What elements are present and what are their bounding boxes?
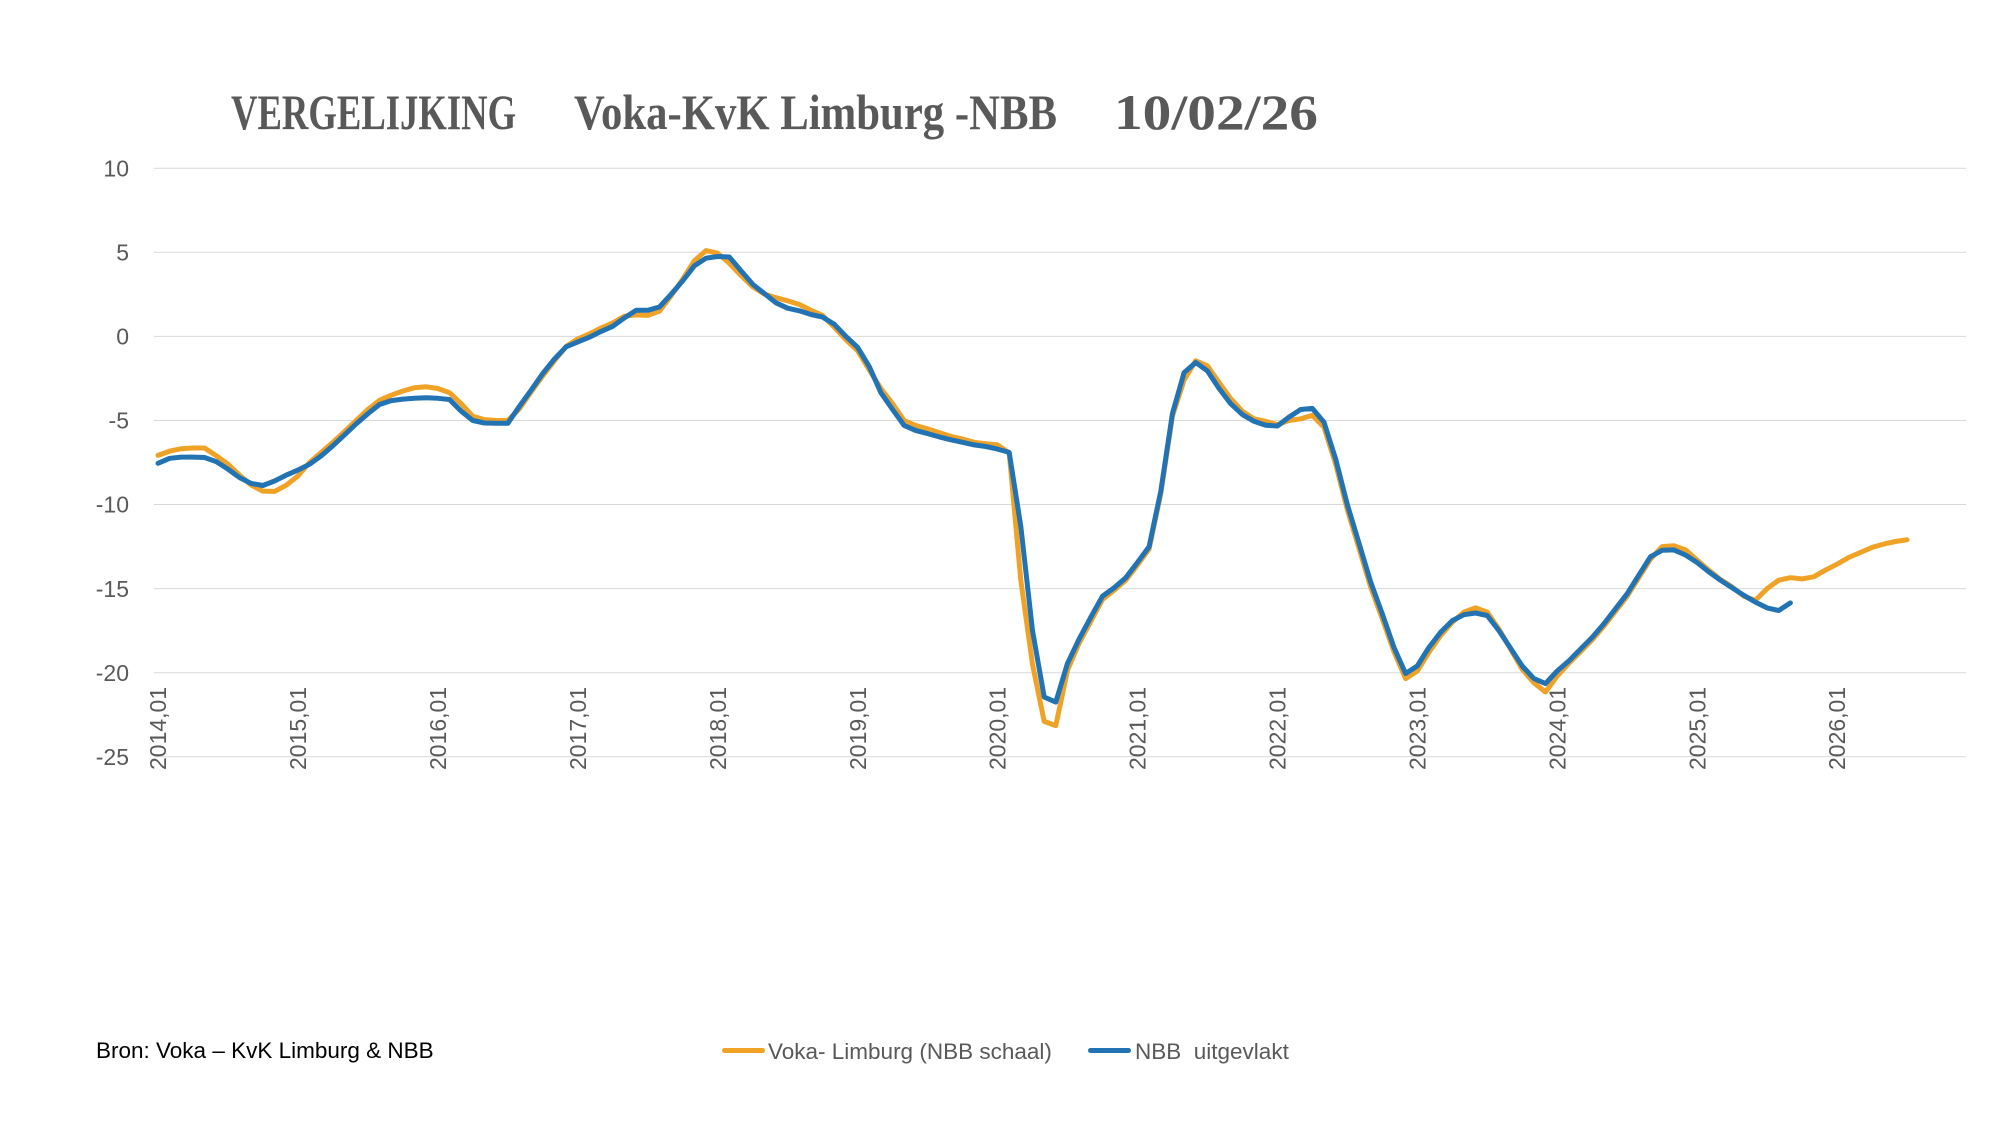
svg-text:2023,01: 2023,01 xyxy=(1405,687,1431,770)
svg-text:0: 0 xyxy=(116,324,129,350)
svg-text:5: 5 xyxy=(116,240,129,266)
svg-text:2015,01: 2015,01 xyxy=(285,687,311,770)
svg-text:2022,01: 2022,01 xyxy=(1265,687,1291,770)
svg-text:2019,01: 2019,01 xyxy=(845,687,871,770)
svg-text:-5: -5 xyxy=(109,408,129,434)
svg-text:2017,01: 2017,01 xyxy=(565,687,591,770)
svg-text:-25: -25 xyxy=(96,744,129,770)
svg-text:2014,01: 2014,01 xyxy=(145,687,171,770)
svg-text:2020,01: 2020,01 xyxy=(985,687,1011,770)
svg-text:2025,01: 2025,01 xyxy=(1684,687,1710,770)
svg-text:2024,01: 2024,01 xyxy=(1544,687,1570,770)
svg-text:2016,01: 2016,01 xyxy=(425,687,451,770)
svg-text:2021,01: 2021,01 xyxy=(1125,687,1151,770)
svg-text:-15: -15 xyxy=(96,576,129,602)
svg-text:2026,01: 2026,01 xyxy=(1824,687,1850,770)
svg-text:-20: -20 xyxy=(96,660,129,686)
svg-text:2018,01: 2018,01 xyxy=(705,687,731,770)
svg-text:10: 10 xyxy=(103,156,129,182)
svg-text:-10: -10 xyxy=(96,492,129,518)
